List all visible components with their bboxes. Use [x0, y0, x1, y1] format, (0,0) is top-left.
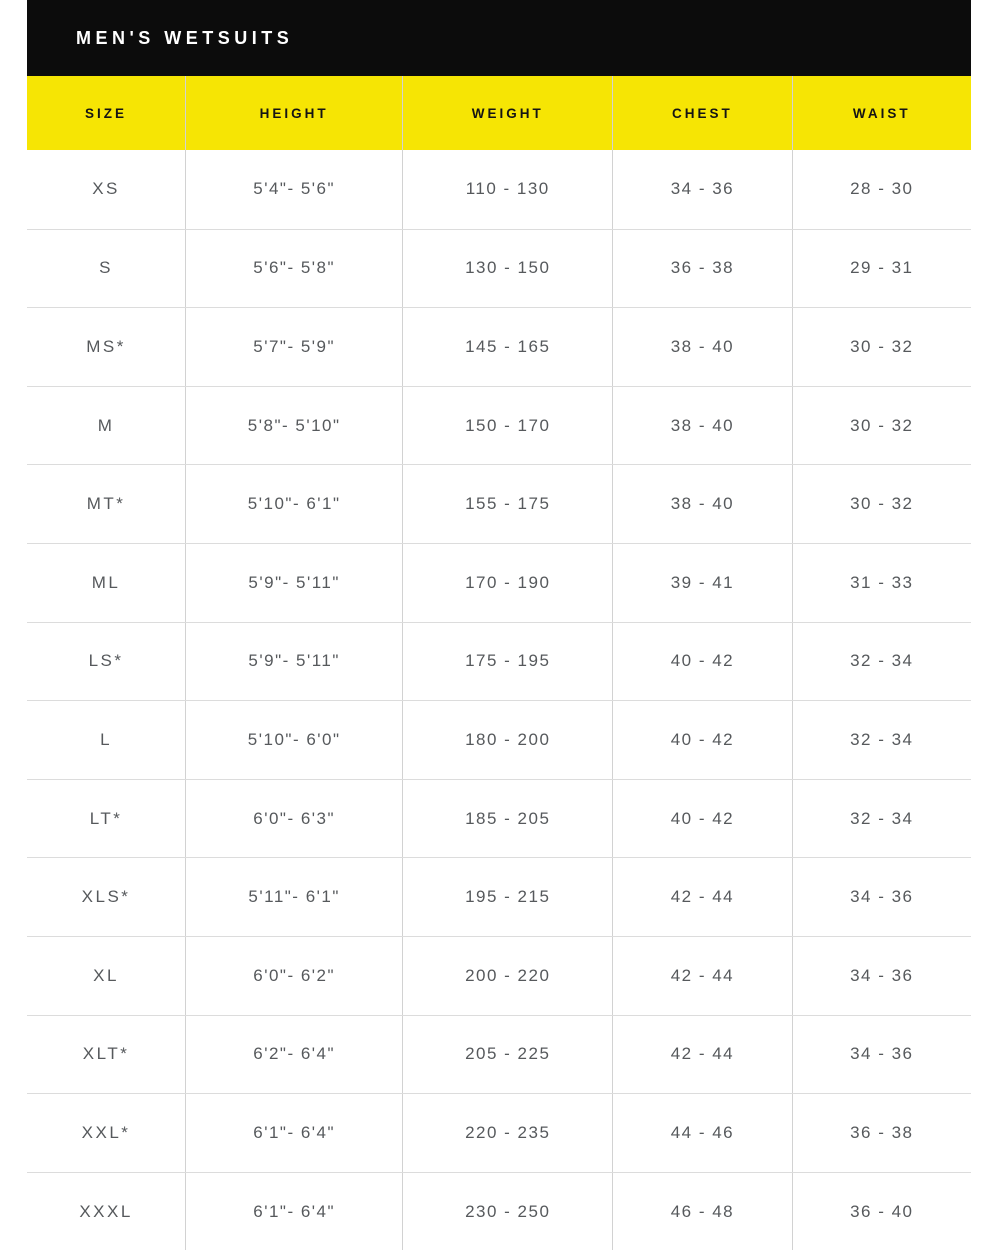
table-cell: 5'6"- 5'8": [185, 229, 402, 308]
table-row: LT* 6'0"- 6'3" 185 - 205 40 - 42 32 - 34: [27, 778, 971, 858]
table-cell: 32 - 34: [791, 779, 971, 858]
column-header-size: SIZE: [85, 105, 128, 121]
table-cell: 5'8"- 5'10": [185, 386, 402, 465]
table-row: M 5'8"- 5'10" 150 - 170 38 - 40 30 - 32: [27, 385, 971, 465]
table-cell: LS*: [88, 651, 124, 671]
table-cell: S: [99, 258, 113, 278]
table-cell: 175 - 195: [402, 622, 612, 701]
table-row: L 5'10"- 6'0" 180 - 200 40 - 42 32 - 34: [27, 700, 971, 779]
table-cell: 34 - 36: [791, 1015, 971, 1094]
table-cell: 38 - 40: [612, 465, 791, 543]
table-cell: L: [100, 729, 113, 749]
table-cell: LT*: [89, 808, 123, 828]
table-cell: XS: [92, 179, 120, 199]
table-cell: 36 - 38: [612, 229, 791, 308]
table-row: LS* 5'9"- 5'11" 175 - 195 40 - 42 32 - 34: [27, 621, 971, 701]
table-cell: 40 - 42: [612, 622, 791, 701]
table-cell: XXL*: [81, 1122, 131, 1142]
table-cell: 5'7"- 5'9": [185, 308, 402, 386]
table-cell: 36 - 38: [791, 1094, 971, 1172]
table-cell: M: [97, 415, 115, 435]
table-cell: 46 - 48: [612, 1172, 791, 1250]
size-table: SIZE HEIGHT WEIGHT CHEST WAIST XS 5'4"- 5…: [27, 76, 971, 1250]
table-cell: 6'2"- 6'4": [185, 1015, 402, 1094]
table-body: XS 5'4"- 5'6" 110 - 130 34 - 36 28 - 30 S 5'6"…: [27, 150, 971, 1250]
size-chart: MEN'S WETSUITS SIZE HEIGHT WEIGHT CHEST …: [27, 0, 971, 1250]
table-cell: MS*: [86, 336, 126, 356]
table-row: MT* 5'10"- 6'1" 155 - 175 38 - 40 30 - 32: [27, 464, 971, 543]
column-header-waist: WAIST: [791, 76, 971, 150]
table-cell: 220 - 235: [402, 1094, 612, 1172]
table-cell: 5'9"- 5'11": [185, 543, 402, 622]
table-cell: 145 - 165: [402, 308, 612, 386]
table-cell: 205 - 225: [402, 1015, 612, 1094]
table-cell: 170 - 190: [402, 543, 612, 622]
table-cell: 44 - 46: [612, 1094, 791, 1172]
table-cell: 130 - 150: [402, 229, 612, 308]
table-cell: 32 - 34: [791, 622, 971, 701]
column-header-height: HEIGHT: [185, 76, 402, 150]
table-cell: 32 - 34: [791, 701, 971, 779]
table-cell: 6'0"- 6'3": [185, 779, 402, 858]
table-cell: 195 - 215: [402, 858, 612, 936]
table-cell: 5'10"- 6'1": [185, 465, 402, 543]
table-cell: 5'10"- 6'0": [185, 701, 402, 779]
table-cell: MT*: [86, 494, 126, 514]
table-row: XLT* 6'2"- 6'4" 205 - 225 42 - 44 34 - 36: [27, 1014, 971, 1094]
page-title: MEN'S WETSUITS: [76, 27, 294, 48]
table-cell: 6'1"- 6'4": [185, 1094, 402, 1172]
table-cell: 30 - 32: [791, 308, 971, 386]
table-row: XXXL 6'1"- 6'4" 230 - 250 46 - 48 36 - 40: [27, 1171, 971, 1250]
table-cell: 38 - 40: [612, 386, 791, 465]
table-cell: XLT*: [82, 1044, 130, 1064]
table-cell: 110 - 130: [402, 150, 612, 229]
table-cell: 185 - 205: [402, 779, 612, 858]
table-cell: 34 - 36: [791, 936, 971, 1015]
table-row: XL 6'0"- 6'2" 200 - 220 42 - 44 34 - 36: [27, 935, 971, 1015]
table-cell: 29 - 31: [791, 229, 971, 308]
table-cell: 180 - 200: [402, 701, 612, 779]
table-cell: 31 - 33: [791, 543, 971, 622]
column-header-weight: WEIGHT: [402, 76, 612, 150]
table-cell: 40 - 42: [612, 779, 791, 858]
table-cell: 5'9"- 5'11": [185, 622, 402, 701]
table-cell: 30 - 32: [791, 386, 971, 465]
table-cell: 42 - 44: [612, 1015, 791, 1094]
table-cell: 155 - 175: [402, 465, 612, 543]
table-cell: 230 - 250: [402, 1172, 612, 1250]
table-cell: 5'4"- 5'6": [185, 150, 402, 229]
table-cell: 34 - 36: [612, 150, 791, 229]
chart-title-bar: MEN'S WETSUITS: [27, 0, 971, 76]
table-cell: XXXL: [79, 1201, 133, 1221]
table-cell: 36 - 40: [791, 1172, 971, 1250]
table-cell: 40 - 42: [612, 701, 791, 779]
table-row: MS* 5'7"- 5'9" 145 - 165 38 - 40 30 - 32: [27, 307, 971, 386]
table-cell: 6'1"- 6'4": [185, 1172, 402, 1250]
table-row: XS 5'4"- 5'6" 110 - 130 34 - 36 28 - 30: [27, 150, 971, 229]
table-cell: 6'0"- 6'2": [185, 936, 402, 1015]
table-row: XLS* 5'11"- 6'1" 195 - 215 42 - 44 34 - 36: [27, 857, 971, 936]
table-cell: 28 - 30: [791, 150, 971, 229]
column-header-chest: CHEST: [612, 76, 791, 150]
table-row: S 5'6"- 5'8" 130 - 150 36 - 38 29 - 31: [27, 228, 971, 308]
table-cell: ML: [91, 572, 121, 592]
table-header-row: SIZE HEIGHT WEIGHT CHEST WAIST: [27, 76, 971, 150]
table-cell: 150 - 170: [402, 386, 612, 465]
table-cell: 39 - 41: [612, 543, 791, 622]
table-cell: 38 - 40: [612, 308, 791, 386]
table-cell: 42 - 44: [612, 858, 791, 936]
table-cell: XL: [93, 965, 119, 985]
table-cell: 34 - 36: [791, 858, 971, 936]
table-cell: 30 - 32: [791, 465, 971, 543]
table-cell: 5'11"- 6'1": [185, 858, 402, 936]
table-cell: XLS*: [81, 887, 131, 907]
table-cell: 200 - 220: [402, 936, 612, 1015]
table-row: ML 5'9"- 5'11" 170 - 190 39 - 41 31 - 33: [27, 542, 971, 622]
table-row: XXL* 6'1"- 6'4" 220 - 235 44 - 46 36 - 38: [27, 1093, 971, 1172]
table-cell: 42 - 44: [612, 936, 791, 1015]
